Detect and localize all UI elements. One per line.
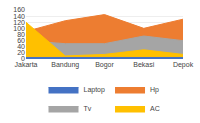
svg-text:Laptop: Laptop <box>84 86 106 94</box>
svg-text:100: 100 <box>13 25 25 32</box>
svg-text:Jakarta: Jakarta <box>15 61 38 68</box>
svg-text:Bandung: Bandung <box>51 61 79 69</box>
svg-text:140: 140 <box>13 13 25 20</box>
svg-text:AC: AC <box>150 105 160 112</box>
svg-text:40: 40 <box>17 43 25 50</box>
svg-text:0: 0 <box>21 55 25 62</box>
svg-text:Depok: Depok <box>173 61 194 69</box>
svg-text:Hp: Hp <box>150 86 159 94</box>
svg-text:Bekasi: Bekasi <box>133 61 154 68</box>
svg-text:120: 120 <box>13 19 25 26</box>
svg-text:Tv: Tv <box>84 105 92 112</box>
svg-text:20: 20 <box>17 49 25 56</box>
svg-text:Bogor: Bogor <box>95 61 114 69</box>
svg-text:80: 80 <box>17 31 25 38</box>
svg-text:60: 60 <box>17 37 25 44</box>
svg-text:160: 160 <box>13 6 25 13</box>
